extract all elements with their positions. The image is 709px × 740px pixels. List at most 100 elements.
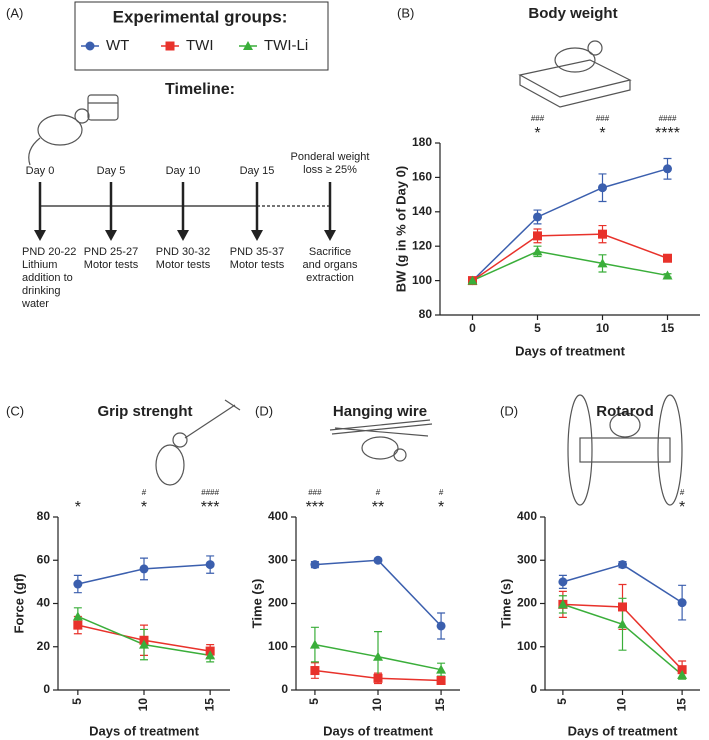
x-tick-label: 10 [370, 698, 384, 712]
day-label: Day 5 [97, 165, 126, 177]
significance-hash: # [142, 488, 147, 497]
x-tick-label: 15 [674, 698, 688, 712]
y-tick-label: 120 [412, 238, 432, 252]
arrow-head [251, 230, 263, 241]
significance-hash: ### [308, 488, 322, 497]
x-tick-label: 0 [469, 321, 476, 335]
marker [662, 270, 673, 280]
marker [309, 639, 320, 649]
significance-star: **** [655, 125, 680, 142]
event-label: drinking [22, 285, 61, 297]
panel-label: (D) [500, 403, 518, 418]
wire-icon [329, 419, 433, 462]
marker [677, 669, 688, 679]
marker [663, 164, 672, 174]
series-line [314, 559, 442, 627]
significance-star: ** [372, 499, 384, 516]
y-axis-label: Time (s) [498, 579, 513, 629]
scale-icon [518, 40, 632, 108]
marker [73, 620, 83, 630]
endpoint-label: Ponderal weight [291, 151, 370, 163]
y-axis-label: BW (g in % of Day 0) [393, 166, 408, 292]
y-tick-label: 300 [268, 552, 288, 566]
panel-label: (A) [6, 5, 23, 20]
rotarod-icon [567, 394, 683, 506]
arrow-head [324, 230, 336, 241]
y-axis-label: Time (s) [249, 579, 264, 629]
marker [436, 664, 447, 674]
marker [243, 41, 253, 50]
event-label: extraction [306, 272, 354, 284]
y-tick-label: 200 [268, 596, 288, 610]
panel-label: (C) [6, 403, 24, 418]
arrow-head [105, 230, 117, 241]
event-label: Motor tests [230, 259, 285, 271]
panel-label: (B) [397, 5, 414, 20]
grip-icon [155, 399, 241, 486]
x-axis-label: Days of treatment [323, 723, 433, 738]
y-tick-label: 0 [43, 682, 50, 696]
marker [618, 602, 627, 612]
mouse-icon [28, 94, 119, 166]
x-tick-label: 10 [136, 698, 150, 712]
significance-star: *** [306, 499, 325, 516]
event-label: water [21, 298, 49, 310]
marker [139, 564, 149, 574]
significance-hash: ### [531, 114, 545, 123]
event-label: PND 20-22 [22, 246, 76, 258]
y-tick-label: 0 [530, 682, 537, 696]
y-tick-label: 100 [412, 273, 432, 287]
marker [436, 675, 446, 685]
marker [436, 621, 446, 631]
marker [598, 229, 607, 239]
event-label: PND 35-37 [230, 246, 284, 258]
significance-hash: # [376, 488, 381, 497]
marker [617, 619, 628, 629]
marker [373, 673, 383, 683]
y-tick-label: 160 [412, 170, 432, 184]
legend-box [74, 1, 329, 71]
significance-star: * [438, 499, 444, 516]
marker [165, 41, 175, 51]
x-tick-label: 5 [307, 698, 321, 705]
endpoint-label: loss ≥ 25% [303, 164, 357, 176]
x-axis-label: Days of treatment [515, 343, 625, 358]
legend-label: WT [106, 37, 129, 54]
y-tick-label: 40 [37, 596, 51, 610]
marker [373, 555, 383, 565]
significance-star: * [679, 499, 685, 516]
marker [467, 275, 478, 285]
marker [73, 579, 83, 589]
y-tick-label: 400 [268, 509, 288, 523]
marker [85, 41, 95, 51]
marker [598, 183, 607, 193]
x-axis-label: Days of treatment [89, 723, 199, 738]
significance-star: * [141, 499, 147, 516]
marker [557, 599, 568, 609]
y-tick-label: 100 [517, 639, 537, 653]
legend: WT TWI TWI-Li [81, 37, 308, 54]
marker [139, 639, 149, 649]
y-tick-label: 100 [268, 639, 288, 653]
significance-star: * [599, 125, 605, 142]
chart: (B) Body weight 80 100 120 140 160 180 0 5 10 15 Day… [393, 5, 700, 358]
timeline: Day 0 Day 5 Day 10 Day 15 Ponderal weightlos… [21, 151, 369, 310]
marker [533, 231, 542, 241]
marker [597, 258, 608, 268]
event-label: Motor tests [156, 259, 211, 271]
marker [533, 212, 542, 222]
event-label: PND 30-32 [156, 246, 210, 258]
marker [205, 650, 216, 660]
significance-hash: #### [659, 114, 677, 123]
day-label: Day 0 [26, 165, 55, 177]
marker [677, 598, 687, 608]
series-line [472, 250, 668, 282]
series-line [472, 233, 668, 282]
x-axis-label: Days of treatment [568, 723, 678, 738]
significance-star: * [75, 499, 81, 516]
marker [532, 246, 543, 256]
